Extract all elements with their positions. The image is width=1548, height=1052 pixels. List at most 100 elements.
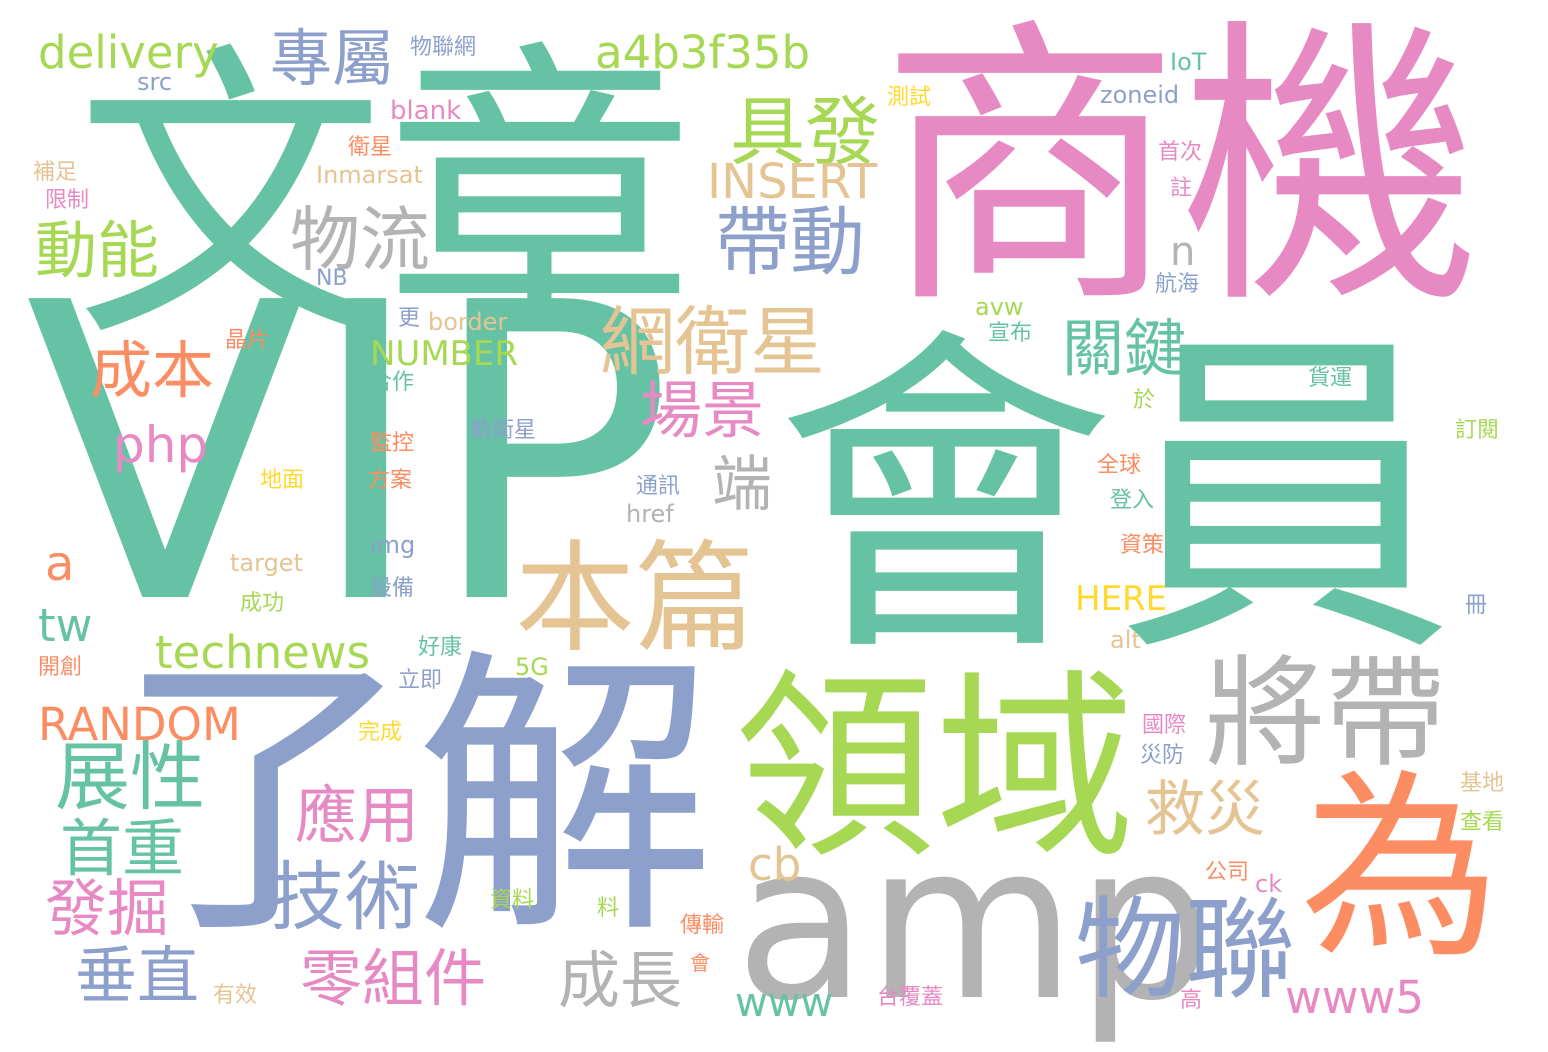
- word-jishu: 技術: [270, 853, 421, 941]
- word-border: border: [428, 308, 508, 336]
- word-yu: 於: [1133, 388, 1156, 413]
- word-huoyun: 貨運: [1308, 366, 1353, 391]
- word-benpian: 本篇: [515, 530, 755, 669]
- word-5g: 5G: [515, 653, 549, 681]
- word-ck: ck: [1255, 870, 1283, 898]
- word-liji: 立即: [398, 668, 443, 693]
- word-wuliu: 物流: [290, 199, 430, 281]
- word-lianfake: 聯發科: [490, 456, 557, 481]
- word-ziliao: 資料: [490, 888, 535, 913]
- word-technews: technews: [155, 626, 371, 679]
- word-wulian: 物聯: [1075, 886, 1295, 1014]
- word-dingyue: 訂閱: [1455, 418, 1500, 443]
- word-buzu: 補足: [33, 160, 78, 185]
- word-xianzhi: 限制: [45, 188, 90, 213]
- word-guanjian: 關鍵: [1062, 312, 1187, 385]
- word-xuanbu: 宣布: [988, 321, 1033, 346]
- word-dimian: 地面: [260, 468, 305, 493]
- word-jiankong: 監控: [370, 431, 415, 456]
- word-haokang: 好康: [418, 635, 463, 660]
- word-taifugai: 台覆蓋: [877, 985, 944, 1010]
- word-geng: 更: [398, 306, 421, 331]
- word-hezuo: 合作: [370, 370, 415, 395]
- word-chakan: 查看: [1460, 810, 1505, 835]
- word-kaichuang: 開創: [38, 655, 83, 680]
- word-n: n: [1170, 229, 1196, 275]
- word-jiuzai: 救災: [1145, 775, 1265, 845]
- word-nb: NB: [316, 266, 348, 291]
- word-a: a: [45, 536, 75, 592]
- word-dengru: 登入: [1110, 488, 1155, 513]
- word-delivery: delivery: [38, 26, 219, 79]
- word-alt: alt: [1110, 626, 1141, 654]
- word-guiweixing: 軌衛星: [470, 418, 537, 443]
- word-cb: cb: [748, 838, 802, 891]
- word-number: NUMBER: [370, 334, 519, 374]
- word-lingzujian: 零組件: [300, 942, 487, 1015]
- word-chuizhi: 垂直: [75, 939, 200, 1012]
- word-img: img: [370, 531, 416, 559]
- word-random: RANDOM: [38, 698, 241, 751]
- word-fangan: 方案: [368, 468, 413, 493]
- word-wenzhang: 文章: [75, 19, 695, 380]
- word-zaifang: 災防: [1140, 743, 1185, 768]
- word-www: www: [735, 980, 834, 1026]
- word-php: php: [113, 416, 209, 474]
- word-amp: amp: [735, 797, 1213, 1048]
- word-daidong: 帶動: [715, 198, 866, 286]
- word-chenggong: 成功: [240, 591, 285, 616]
- word-quanqiu: 全球: [1097, 453, 1142, 478]
- word-tw: tw: [38, 599, 93, 652]
- word-zhuanshu: 專屬: [270, 22, 395, 95]
- word-tongxun: 通訊: [636, 474, 681, 499]
- word-huiyuan: 會員: [775, 302, 1455, 698]
- word-inmarsat: Inmarsat: [316, 161, 423, 189]
- word-liao: 料: [597, 896, 620, 921]
- word-www5: www5: [1285, 971, 1425, 1024]
- word-gao: 高: [1180, 988, 1203, 1013]
- word-insert: INSERT: [707, 154, 878, 210]
- word-wangweixing: 網衛星: [600, 298, 826, 386]
- word-vip: VIP: [25, 216, 674, 694]
- word-weixing: 衛星: [348, 135, 393, 160]
- word-liaojie: 了解: [115, 625, 715, 974]
- word-target: target: [230, 549, 303, 577]
- word-shouci: 首次: [1158, 140, 1203, 165]
- word-src: src: [137, 68, 173, 96]
- word-yingyong: 應用: [295, 779, 420, 852]
- word-shebei: 設備: [370, 576, 415, 601]
- word-jidi: 基地: [1460, 771, 1505, 796]
- word-ce: 冊: [1465, 593, 1488, 618]
- word-iot: IoT: [1170, 48, 1207, 76]
- word-avw: avw: [975, 293, 1024, 321]
- word-hanghai: 航海: [1155, 272, 1200, 297]
- word-guoji: 國際: [1142, 713, 1187, 738]
- word-blank: blank: [390, 96, 462, 126]
- word-zhanxing: 展性: [55, 733, 206, 821]
- word-wei: 為: [1300, 753, 1501, 986]
- word-dongneng: 動能: [35, 214, 160, 287]
- word-lingyu: 領域: [735, 653, 1136, 886]
- word-ceshi: 測試: [887, 85, 932, 110]
- word-shouzhong: 首重: [60, 812, 185, 885]
- word-gongsi: 公司: [1205, 860, 1250, 885]
- word-hui: 會: [690, 951, 710, 975]
- word-fajue: 發掘: [45, 872, 170, 945]
- word-zice: 資策: [1120, 533, 1165, 558]
- word-href: href: [626, 500, 674, 528]
- word-zhu: 註: [1170, 176, 1193, 201]
- word-a4b3f35b: a4b3f35b: [595, 26, 811, 79]
- word-youxiao: 有效: [213, 983, 258, 1008]
- word-duan: 端: [712, 450, 772, 520]
- word-chengben: 成本: [90, 334, 215, 407]
- word-zoneid: zoneid: [1100, 81, 1180, 109]
- word-chengzhang: 成長: [558, 944, 683, 1017]
- word-wulianwang: 物聯網: [410, 35, 477, 60]
- word-jufa: 具發: [730, 88, 881, 176]
- word-here: HERE: [1075, 579, 1168, 619]
- word-wancheng: 完成: [358, 720, 403, 745]
- word-jingpian: 晶片: [225, 328, 270, 353]
- word-changjing: 場景: [640, 374, 765, 447]
- word-jiangdai: 將帶: [1205, 645, 1445, 784]
